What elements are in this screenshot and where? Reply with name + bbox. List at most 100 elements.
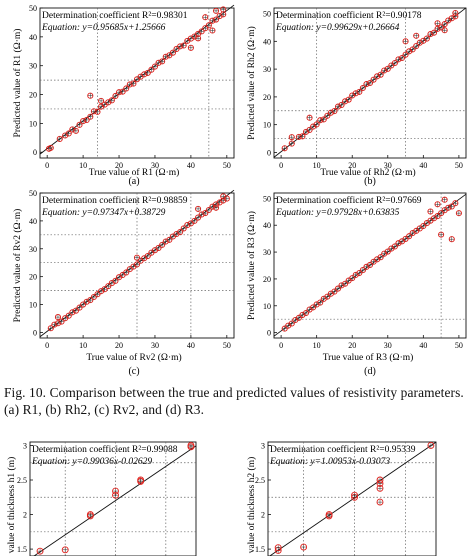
data-point-marker bbox=[288, 134, 295, 141]
data-point bbox=[76, 121, 83, 128]
data-point bbox=[187, 443, 195, 451]
data-point-marker bbox=[202, 25, 209, 32]
data-point-marker bbox=[324, 112, 331, 119]
plot-frame bbox=[273, 7, 467, 159]
data-point bbox=[370, 76, 377, 83]
data-point bbox=[324, 293, 331, 300]
data-point-marker bbox=[310, 304, 317, 311]
data-point-marker bbox=[162, 53, 169, 60]
data-point bbox=[177, 43, 184, 50]
data-point bbox=[112, 491, 119, 499]
data-point-marker bbox=[359, 267, 366, 274]
y-tick-label: 20 bbox=[29, 273, 37, 282]
data-point-marker bbox=[331, 108, 338, 115]
data-point bbox=[288, 140, 295, 147]
data-point-marker bbox=[427, 442, 435, 449]
data-point bbox=[406, 48, 413, 55]
data-point bbox=[356, 88, 363, 95]
data-point-marker bbox=[448, 203, 455, 210]
data-point-marker bbox=[76, 121, 83, 128]
annotation-equation: Equation: y=0.99036x-0.02629 bbox=[31, 457, 152, 467]
data-point-marker bbox=[434, 201, 441, 208]
annotation-equation: Equation: y=1.00953x-0.03073 bbox=[269, 457, 390, 467]
data-point-marker bbox=[320, 116, 327, 123]
data-point-marker bbox=[65, 130, 72, 137]
y-axis-label: Predicted value of R3 (Ω·m) bbox=[246, 211, 257, 320]
data-point bbox=[356, 269, 363, 277]
data-point bbox=[391, 243, 398, 250]
data-point bbox=[413, 43, 420, 50]
y-tick-label: 1.5 bbox=[17, 545, 27, 554]
data-point-marker bbox=[455, 210, 462, 217]
data-point bbox=[402, 51, 409, 58]
data-point-marker bbox=[281, 325, 288, 332]
data-point bbox=[123, 269, 130, 276]
data-point-marker bbox=[159, 58, 166, 65]
data-point bbox=[162, 238, 169, 245]
chart-panel-5: 1.5 2 2.5 3 Determination coefficient R²=0.9… bbox=[6, 441, 197, 556]
data-point bbox=[438, 210, 445, 217]
data-point bbox=[180, 225, 187, 232]
data-point-marker bbox=[317, 117, 324, 124]
data-point bbox=[133, 261, 141, 268]
y-tick-label: 0 bbox=[33, 148, 37, 157]
data-point-marker bbox=[441, 21, 448, 28]
data-point-marker bbox=[376, 484, 384, 492]
data-point bbox=[306, 126, 313, 133]
data-point bbox=[65, 312, 72, 319]
data-point-marker bbox=[36, 547, 44, 555]
data-point bbox=[86, 512, 94, 520]
y-tick-label: 30 bbox=[29, 245, 37, 254]
data-point-marker bbox=[126, 81, 133, 88]
data-point-marker bbox=[195, 205, 202, 212]
data-point-marker bbox=[159, 241, 166, 248]
data-point-marker bbox=[295, 133, 302, 140]
data-point bbox=[320, 116, 327, 123]
data-point-marker bbox=[212, 7, 220, 14]
data-point-marker bbox=[54, 320, 62, 327]
data-point bbox=[377, 254, 384, 261]
data-point bbox=[452, 200, 459, 207]
data-point bbox=[36, 547, 44, 555]
data-point-marker bbox=[300, 543, 308, 551]
data-point bbox=[130, 80, 137, 87]
x-tick-label: 40 bbox=[419, 161, 427, 170]
data-point bbox=[338, 282, 345, 289]
data-point bbox=[58, 318, 65, 325]
data-point bbox=[384, 248, 391, 255]
data-point bbox=[376, 484, 384, 492]
data-point-marker bbox=[144, 69, 151, 76]
data-point-marker bbox=[423, 35, 430, 42]
annotation-r2: Determination coefficient R²=0.97669 bbox=[276, 195, 422, 206]
data-point bbox=[281, 325, 288, 332]
caption-figure-label: Fig. 10. bbox=[4, 385, 47, 400]
data-point-marker bbox=[202, 210, 209, 217]
data-point-marker bbox=[155, 244, 162, 251]
data-point bbox=[80, 118, 87, 125]
data-point bbox=[202, 210, 209, 217]
y-axis-label: value of thickness h1 (m) bbox=[6, 457, 17, 554]
plot-frame bbox=[267, 441, 437, 556]
data-point bbox=[56, 135, 63, 143]
data-point bbox=[148, 66, 155, 73]
data-point bbox=[126, 266, 133, 273]
data-point-marker bbox=[413, 43, 420, 50]
data-point-marker bbox=[137, 477, 145, 485]
plot-frame bbox=[29, 441, 197, 556]
data-point-marker bbox=[384, 248, 391, 255]
data-point bbox=[434, 201, 441, 208]
data-point-marker bbox=[80, 118, 87, 125]
data-point bbox=[115, 89, 123, 96]
data-point bbox=[366, 261, 374, 269]
data-point bbox=[391, 59, 398, 67]
data-point bbox=[313, 121, 320, 128]
plot-frame bbox=[273, 192, 467, 339]
data-point-marker bbox=[198, 28, 205, 35]
data-point-marker bbox=[151, 63, 159, 70]
data-point bbox=[402, 235, 409, 242]
y-tick-label: 20 bbox=[263, 275, 271, 284]
data-point bbox=[198, 28, 205, 35]
data-point bbox=[133, 76, 141, 83]
data-point-marker bbox=[306, 126, 313, 133]
